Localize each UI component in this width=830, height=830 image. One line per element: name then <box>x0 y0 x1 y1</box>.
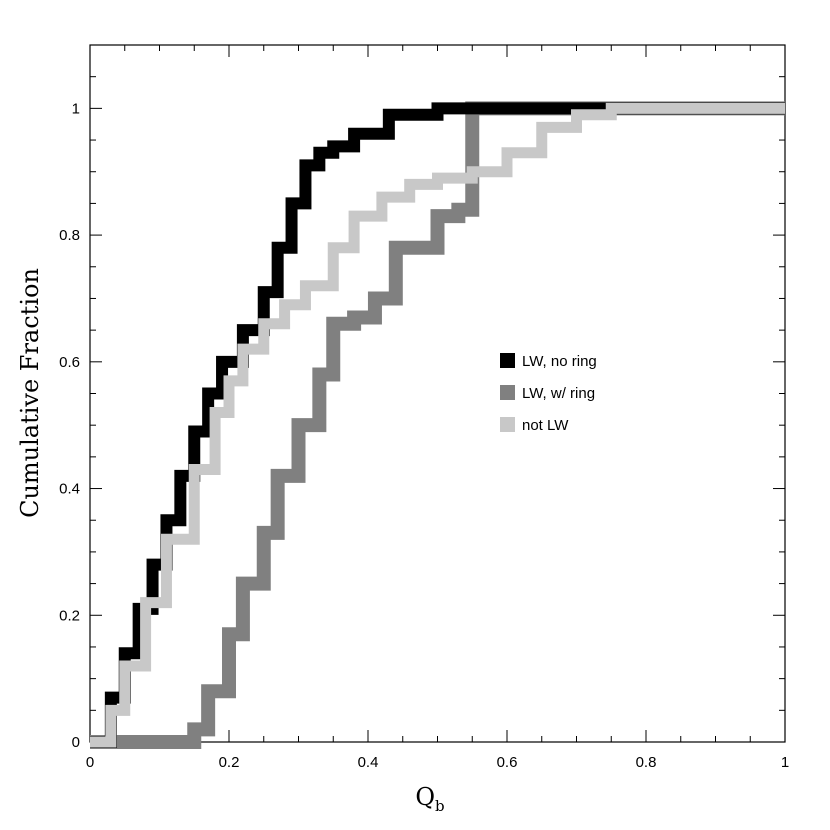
series-line-2 <box>90 101 785 749</box>
x-tick-label: 0 <box>86 754 94 771</box>
x-axis-title: Qb <box>415 783 444 815</box>
plot-frame <box>89 44 786 743</box>
x-tick-label: 0.6 <box>497 754 518 771</box>
x-axis-title-subscript: b <box>435 797 445 815</box>
y-tick-label: 1 <box>72 100 80 117</box>
axes: 0 0.2 0.4 0.6 0.8 1 0 0.2 0.4 0.6 0.8 1 <box>59 45 789 771</box>
legend-label: LW, w/ ring <box>522 385 595 402</box>
y-axis-title: Cumulative Fraction <box>16 268 44 518</box>
legend-swatch <box>500 385 515 400</box>
y-tick-label: 0.6 <box>59 354 80 371</box>
x-tick-label: 0.2 <box>219 754 240 771</box>
y-tick-label: 0.2 <box>59 607 80 624</box>
y-tick-label: 0 <box>72 734 80 751</box>
x-axis-title-main: Q <box>415 783 435 811</box>
series-group <box>90 101 785 749</box>
y-tick-label: 0.8 <box>59 227 80 244</box>
x-tick-label: 1 <box>781 754 789 771</box>
legend-label: LW, no ring <box>522 353 597 370</box>
legend-swatch <box>500 417 515 432</box>
x-tick-label: 0.8 <box>636 754 657 771</box>
x-tick-label: 0.4 <box>358 754 379 771</box>
series-line-3 <box>90 102 785 748</box>
legend: LW, no ring LW, w/ ring not LW <box>500 353 597 434</box>
legend-label: not LW <box>522 417 569 434</box>
legend-swatch <box>500 353 515 368</box>
y-tick-label: 0.4 <box>59 481 80 498</box>
